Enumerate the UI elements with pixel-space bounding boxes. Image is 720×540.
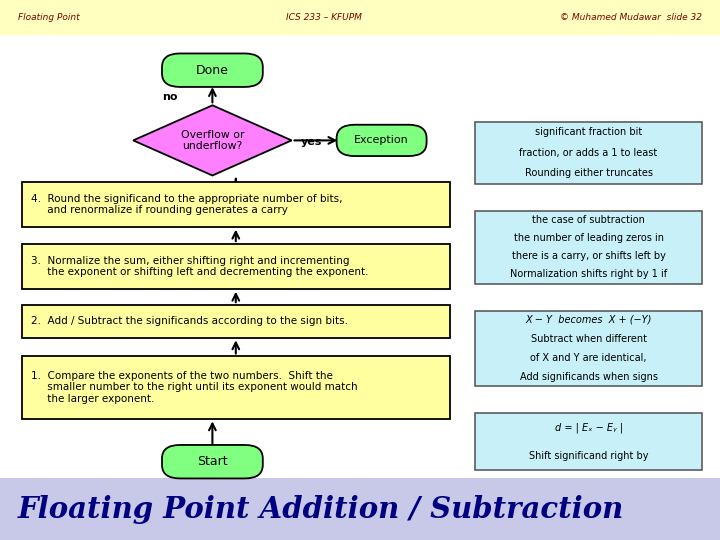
Text: ICS 233 – KFUPM: ICS 233 – KFUPM — [286, 13, 362, 22]
Text: Rounding either truncates: Rounding either truncates — [525, 168, 652, 178]
FancyBboxPatch shape — [475, 310, 702, 386]
Text: Add significands when signs: Add significands when signs — [520, 372, 657, 382]
Text: yes: yes — [301, 137, 323, 147]
FancyBboxPatch shape — [0, 0, 720, 35]
Text: 4.  Round the significand to the appropriate number of bits,
     and renormaliz: 4. Round the significand to the appropri… — [31, 194, 343, 215]
Text: Exception: Exception — [354, 136, 409, 145]
Text: Normalization shifts right by 1 if: Normalization shifts right by 1 if — [510, 269, 667, 279]
Text: Done: Done — [196, 64, 229, 77]
Text: © Muhamed Mudawar  slide 32: © Muhamed Mudawar slide 32 — [560, 13, 702, 22]
FancyBboxPatch shape — [22, 356, 450, 418]
FancyBboxPatch shape — [22, 182, 450, 227]
Text: Floating Point Addition / Subtraction: Floating Point Addition / Subtraction — [18, 495, 624, 524]
Text: there is a carry, or shifts left by: there is a carry, or shifts left by — [512, 251, 665, 261]
Text: no: no — [162, 92, 178, 102]
Text: significant fraction bit: significant fraction bit — [535, 127, 642, 137]
Text: Overflow or
underflow?: Overflow or underflow? — [181, 130, 244, 151]
Text: X − Y  becomes  X + (−Y): X − Y becomes X + (−Y) — [526, 315, 652, 325]
Text: 1.  Compare the exponents of the two numbers.  Shift the
     smaller number to : 1. Compare the exponents of the two numb… — [31, 371, 358, 404]
Text: Shift significand right by: Shift significand right by — [529, 450, 648, 461]
Text: 3.  Normalize the sum, either shifting right and incrementing
     the exponent : 3. Normalize the sum, either shifting ri… — [31, 255, 369, 277]
FancyBboxPatch shape — [475, 122, 702, 184]
FancyBboxPatch shape — [22, 305, 450, 338]
Text: Floating Point: Floating Point — [18, 13, 80, 22]
FancyBboxPatch shape — [22, 244, 450, 289]
Polygon shape — [133, 105, 292, 176]
Text: Start: Start — [197, 455, 228, 468]
Text: 2.  Add / Subtract the significands according to the sign bits.: 2. Add / Subtract the significands accor… — [31, 316, 348, 326]
Text: d = | Eₓ − Eᵧ |: d = | Eₓ − Eᵧ | — [554, 422, 623, 433]
FancyBboxPatch shape — [0, 478, 720, 540]
FancyBboxPatch shape — [162, 53, 263, 87]
Text: fraction, or adds a 1 to least: fraction, or adds a 1 to least — [519, 147, 658, 158]
FancyBboxPatch shape — [162, 445, 263, 478]
FancyBboxPatch shape — [475, 413, 702, 470]
Text: of X and Y are identical,: of X and Y are identical, — [531, 353, 647, 363]
Text: Subtract when different: Subtract when different — [531, 334, 647, 344]
FancyBboxPatch shape — [475, 211, 702, 284]
Text: the case of subtraction: the case of subtraction — [532, 215, 645, 225]
Text: the number of leading zeros in: the number of leading zeros in — [513, 233, 664, 243]
FancyBboxPatch shape — [337, 125, 426, 156]
